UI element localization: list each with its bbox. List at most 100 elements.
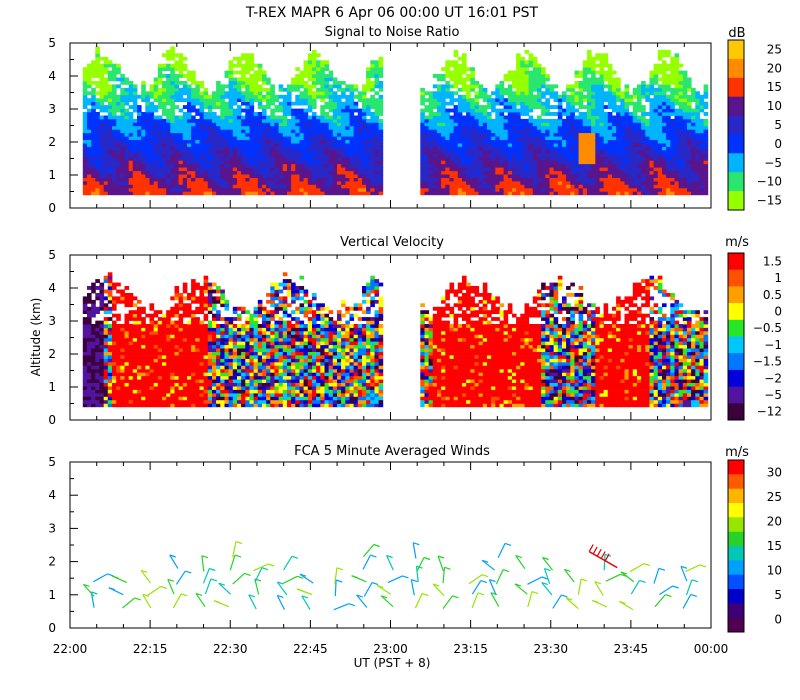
snr-cell [603,149,609,154]
snr-cell [666,156,671,161]
snr-cell [378,184,384,189]
snr-cell [549,177,555,182]
snr-cell [474,163,480,168]
snr-cell [132,191,138,196]
snr-cell [370,84,375,89]
snr-cell [662,101,667,106]
snr-cell [670,81,675,85]
snr-cell [299,174,305,178]
snr-cell [278,146,284,151]
snr-cell [195,87,200,92]
snr-cell [295,146,300,151]
snr-cell [195,187,200,192]
snr-cell [312,84,317,89]
snr-cell [295,136,300,140]
snr-cell [445,181,450,185]
snr-cell [332,105,338,109]
snr-cell [541,125,546,130]
snr-cell [257,67,263,71]
snr-cell [649,184,655,189]
snr-cell [295,174,300,178]
snr-cell [678,105,684,109]
snr-cell [187,122,192,127]
snr-cell [262,160,267,165]
snr-cell [441,136,446,140]
snr-cell [595,118,600,123]
snr-cell [432,115,438,120]
snr-cell [320,115,325,120]
snr-cell [207,139,213,144]
velocity-cell [103,334,109,339]
velocity-cell [99,324,105,328]
snr-cell [170,146,175,151]
snr-cell [312,177,317,182]
velocity-cell [87,344,92,349]
snr-cell [320,63,325,68]
snr-cell [245,108,250,113]
velocity-cell [103,289,109,294]
snr-cell [199,187,205,192]
snr-cell [91,74,96,78]
snr-cell [137,184,142,189]
snr-cell [599,170,605,175]
snr-cell [124,136,130,140]
snr-cell [303,129,309,134]
snr-cell [566,87,571,92]
snr-cell [537,132,542,137]
snr-cell [482,105,488,109]
snr-cell [424,129,430,134]
snr-cell [241,77,246,82]
snr-cell [366,187,371,192]
snr-cell [582,163,588,168]
snr-cell [653,115,659,120]
snr-cell [666,105,671,109]
snr-cell [332,108,338,113]
snr-cell [645,156,650,161]
velocity-cell [82,358,88,363]
snr-cell [207,122,213,127]
snr-cell [653,132,659,137]
snr-cell [670,146,675,151]
snr-cell [216,81,221,85]
snr-cell [370,149,375,154]
snr-cell [470,177,475,182]
snr-cell [262,187,267,192]
snr-cell [616,125,621,130]
snr-cell [541,187,546,192]
snr-cell [545,153,550,158]
snr-cell [266,163,271,168]
snr-cell [662,163,667,168]
snr-cell [591,98,596,102]
snr-cell [599,163,605,168]
snr-cell [649,87,655,92]
snr-cell [237,91,242,96]
snr-cell [582,118,588,123]
snr-cell [245,105,250,109]
snr-cell [287,129,292,134]
snr-cell [203,136,209,140]
snr-cell [145,146,150,151]
snr-cell [328,74,334,78]
snr-cell [599,56,605,61]
snr-cell [595,167,600,172]
snr-cell [632,146,638,151]
snr-cell [349,98,355,102]
snr-cell [253,98,259,102]
snr-cell [212,132,217,137]
snr-cell [587,184,592,189]
snr-cell [82,77,88,82]
snr-cell [653,101,659,106]
snr-cell [653,174,659,178]
snr-cell [687,77,692,82]
snr-cell [191,143,196,147]
snr-cell [691,91,696,96]
snr-cell [182,105,188,109]
snr-cell [641,87,646,92]
snr-cell [349,191,355,196]
snr-cell [195,146,200,151]
snr-cell [199,94,205,99]
snr-cell [616,81,621,85]
snr-cell [324,63,330,68]
velocity-cell [91,334,96,339]
snr-cell [278,177,284,182]
